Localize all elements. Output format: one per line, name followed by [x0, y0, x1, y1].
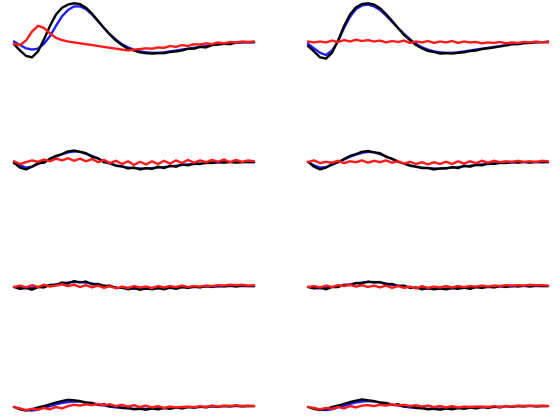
panel-row4-left: [12, 398, 256, 412]
series-line-row4-right-2: [306, 403, 550, 411]
series-line-row1-left-2: [12, 24, 256, 52]
series-line-row2-left-1: [12, 149, 256, 171]
series-line-row2-left-2: [12, 156, 256, 167]
series-line-row1-right-2: [306, 38, 550, 45]
series-line-row3-right-2: [306, 283, 550, 290]
series-line-row2-right-2: [306, 159, 550, 166]
panel-row2-right: [306, 149, 550, 171]
series-line-row1-right-0: [306, 3, 550, 57]
panel-row4-right: [306, 398, 550, 412]
series-line-row3-left-2: [12, 283, 256, 290]
panel-row2-left: [12, 149, 256, 171]
panel-row1-left: [12, 2, 256, 59]
series-line-row1-right-1: [306, 2, 550, 60]
series-line-row2-right-1: [306, 149, 550, 171]
panel-row3-left: [12, 279, 256, 291]
series-line-row4-left-2: [12, 402, 256, 412]
series-line-row1-left-0: [12, 5, 256, 54]
panel-row3-right: [306, 280, 550, 291]
panel-row1-right: [306, 2, 550, 60]
